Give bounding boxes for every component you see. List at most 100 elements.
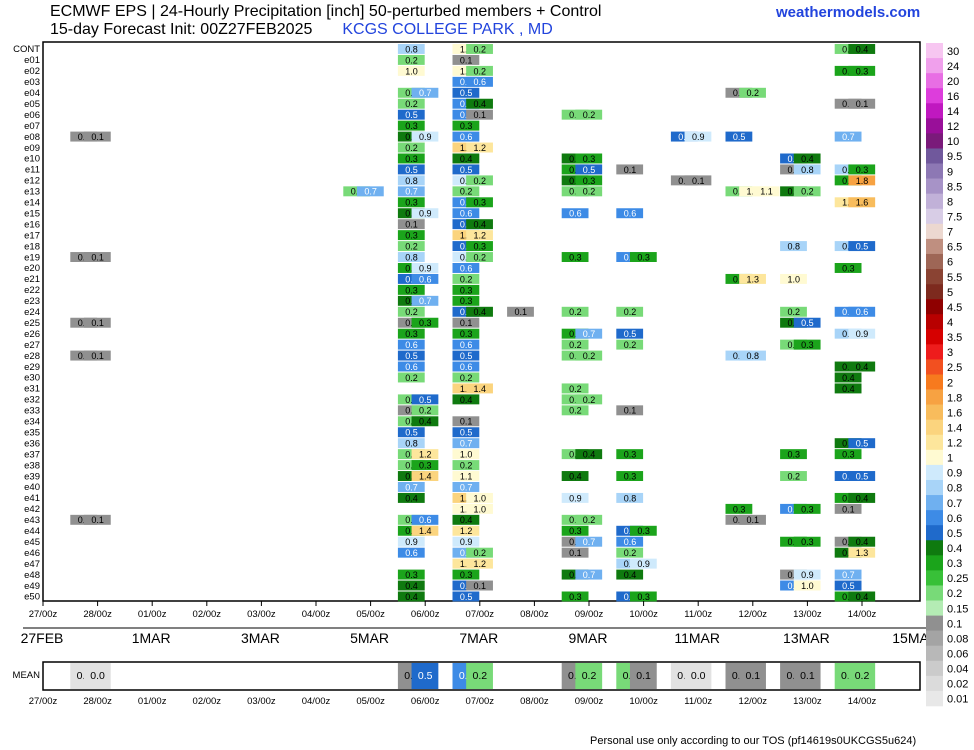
precip-cell (834, 492, 862, 503)
colorbar-swatch (926, 253, 943, 270)
precip-cell (452, 230, 480, 241)
mean-value: 0.0 (691, 670, 706, 682)
precip-cell (452, 295, 480, 306)
cell-value: 0.8 (747, 351, 760, 361)
cell-value: 0.3 (856, 165, 869, 175)
cell-value: 0.2 (747, 88, 760, 98)
precip-cell (616, 449, 644, 460)
member-label: e17 (24, 230, 40, 241)
colorbar-label: 5 (947, 287, 953, 299)
precip-cell (397, 295, 425, 306)
member-label: e10 (24, 154, 40, 165)
precip-cell (452, 208, 480, 219)
precip-cell (83, 350, 111, 361)
mean-x-tick-label: 02/00z (193, 696, 222, 707)
colorbar-label: 7 (947, 227, 953, 239)
member-label: CONT (13, 44, 40, 55)
cell-value: 0.3 (405, 285, 418, 295)
cell-value: 0.5 (460, 351, 473, 361)
precip-cell (83, 252, 111, 262)
colorbar-swatch (926, 374, 943, 390)
mean-x-tick-label: 14/00z (848, 696, 877, 707)
cell-value: 0.3 (569, 252, 582, 262)
cell-value: 1.6 (856, 198, 869, 208)
precip-cell (561, 164, 589, 175)
precip-cell (575, 394, 603, 405)
precip-cell (616, 164, 644, 175)
precip-cell (780, 273, 807, 284)
precip-cell (848, 306, 876, 317)
cell-value: 0.3 (460, 285, 473, 295)
precip-cell (356, 186, 384, 197)
colorbar-swatch (926, 645, 943, 662)
x-tick-label: 06/00z (411, 609, 440, 620)
cell-value: 0.3 (569, 526, 582, 536)
precip-cell (575, 186, 603, 197)
init-time: 15-day Forecast Init: 00Z27FEB2025 (50, 21, 313, 38)
x-tick-label: 04/00z (302, 609, 331, 620)
precip-cell (848, 98, 876, 109)
precip-cell (629, 252, 657, 262)
date-label: 5MAR (350, 630, 389, 646)
precip-cell (452, 427, 480, 438)
cell-value: 0.4 (583, 450, 596, 460)
precip-cell (70, 252, 98, 262)
precip-cell (397, 394, 425, 405)
cell-value: 0.9 (419, 263, 432, 273)
member-label: e30 (24, 373, 40, 384)
precip-cell (452, 558, 480, 569)
precip-cell (575, 328, 603, 339)
precip-cell (397, 591, 425, 602)
mean-label: MEAN (13, 670, 41, 681)
precip-cell (452, 361, 480, 372)
precip-cell (411, 208, 439, 219)
precip-cell (793, 503, 821, 514)
colorbar-label: 1.8 (947, 392, 962, 404)
precip-cell (452, 350, 480, 361)
precip-cell (397, 536, 425, 547)
mean-cell (739, 663, 766, 689)
precip-cell (834, 241, 862, 252)
precip-cell (397, 197, 425, 208)
mean-cell (684, 663, 712, 689)
member-label: e06 (24, 110, 40, 121)
precip-cell (452, 54, 480, 65)
precip-cell (452, 416, 480, 427)
colorbar-swatch (926, 615, 943, 631)
cell-value: 0.5 (856, 439, 869, 449)
precip-cell (848, 492, 876, 503)
cell-value: 0.6 (419, 274, 432, 284)
colorbar-swatch (926, 58, 943, 74)
cell-value: 0.4 (856, 592, 869, 602)
cell-value: 0.7 (405, 187, 418, 197)
cell-value: 0.3 (460, 329, 473, 339)
colorbar-label: 0.5 (947, 528, 962, 540)
precip-cell (575, 153, 603, 164)
precip-cell (397, 350, 425, 361)
precip-cell (452, 438, 480, 449)
precip-cell (411, 87, 439, 98)
cell-value: 0.3 (405, 231, 418, 241)
precip-cell (397, 306, 425, 317)
mean-value: 0.2 (472, 670, 487, 682)
precip-cell (739, 87, 766, 98)
cell-value: 0.1 (460, 417, 473, 427)
precip-cell (725, 514, 753, 525)
member-label: e45 (24, 537, 40, 548)
precip-cell (452, 525, 480, 536)
cell-value: 1.1 (460, 471, 473, 481)
cell-value: 0.6 (460, 340, 473, 350)
colorbar-swatch (926, 314, 943, 330)
precip-cell (616, 306, 644, 317)
precip-cell (70, 317, 98, 328)
precip-cell (725, 503, 753, 514)
brand-link[interactable]: weathermodels.com (776, 4, 921, 21)
precip-cell (466, 65, 493, 76)
precip-cell (848, 65, 876, 76)
cell-value: 0.4 (856, 537, 869, 547)
colorbar-label: 3.5 (947, 332, 962, 344)
colorbar-label: 0.15 (947, 603, 968, 615)
cell-value: 0.8 (801, 165, 814, 175)
precip-cell (397, 87, 425, 98)
